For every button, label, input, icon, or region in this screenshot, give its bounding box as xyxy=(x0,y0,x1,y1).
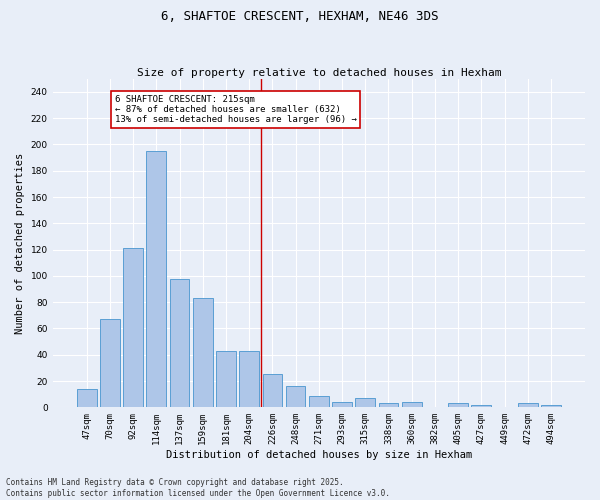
Bar xyxy=(146,151,166,407)
Text: Contains HM Land Registry data © Crown copyright and database right 2025.
Contai: Contains HM Land Registry data © Crown c… xyxy=(6,478,390,498)
Bar xyxy=(402,402,422,407)
Bar xyxy=(332,402,352,407)
Bar xyxy=(170,278,190,407)
Bar xyxy=(541,404,561,407)
Bar xyxy=(239,351,259,408)
Bar xyxy=(518,404,538,407)
Bar xyxy=(379,404,398,407)
Bar xyxy=(100,320,120,408)
Bar xyxy=(472,404,491,407)
Bar xyxy=(448,404,468,407)
Title: Size of property relative to detached houses in Hexham: Size of property relative to detached ho… xyxy=(137,68,501,78)
Bar xyxy=(216,351,236,408)
Text: 6, SHAFTOE CRESCENT, HEXHAM, NE46 3DS: 6, SHAFTOE CRESCENT, HEXHAM, NE46 3DS xyxy=(161,10,439,23)
Bar xyxy=(123,248,143,408)
Bar xyxy=(309,396,329,407)
Bar xyxy=(263,374,282,408)
X-axis label: Distribution of detached houses by size in Hexham: Distribution of detached houses by size … xyxy=(166,450,472,460)
Text: 6 SHAFTOE CRESCENT: 215sqm
← 87% of detached houses are smaller (632)
13% of sem: 6 SHAFTOE CRESCENT: 215sqm ← 87% of deta… xyxy=(115,94,356,124)
Bar xyxy=(77,389,97,407)
Bar xyxy=(286,386,305,407)
Y-axis label: Number of detached properties: Number of detached properties xyxy=(15,152,25,334)
Bar xyxy=(355,398,375,407)
Bar xyxy=(193,298,212,408)
